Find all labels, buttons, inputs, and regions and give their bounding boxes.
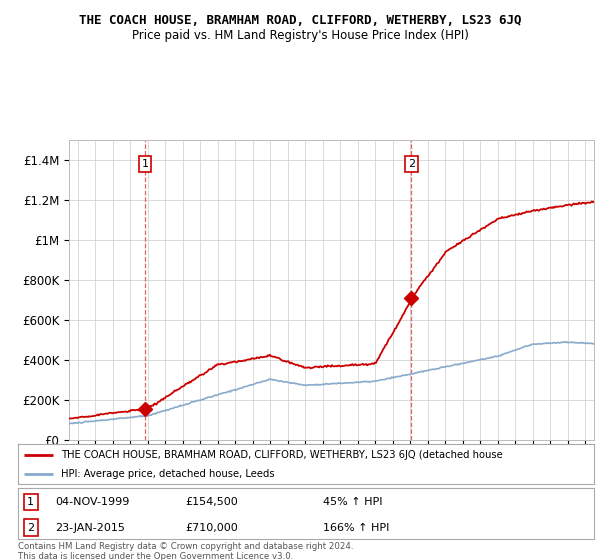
Text: 166% ↑ HPI: 166% ↑ HPI [323, 522, 389, 533]
Text: Price paid vs. HM Land Registry's House Price Index (HPI): Price paid vs. HM Land Registry's House … [131, 29, 469, 42]
Text: THE COACH HOUSE, BRAMHAM ROAD, CLIFFORD, WETHERBY, LS23 6JQ: THE COACH HOUSE, BRAMHAM ROAD, CLIFFORD,… [79, 14, 521, 27]
Text: THE COACH HOUSE, BRAMHAM ROAD, CLIFFORD, WETHERBY, LS23 6JQ (detached house: THE COACH HOUSE, BRAMHAM ROAD, CLIFFORD,… [61, 450, 503, 460]
Text: 1: 1 [27, 497, 34, 507]
Text: 45% ↑ HPI: 45% ↑ HPI [323, 497, 383, 507]
Text: 04-NOV-1999: 04-NOV-1999 [55, 497, 130, 507]
Text: 23-JAN-2015: 23-JAN-2015 [55, 522, 125, 533]
Text: 2: 2 [408, 159, 415, 169]
Text: £154,500: £154,500 [185, 497, 238, 507]
Text: Contains HM Land Registry data © Crown copyright and database right 2024.
This d: Contains HM Land Registry data © Crown c… [18, 542, 353, 560]
Text: £710,000: £710,000 [185, 522, 238, 533]
Text: 1: 1 [142, 159, 148, 169]
Text: 2: 2 [27, 522, 34, 533]
Text: HPI: Average price, detached house, Leeds: HPI: Average price, detached house, Leed… [61, 469, 275, 479]
